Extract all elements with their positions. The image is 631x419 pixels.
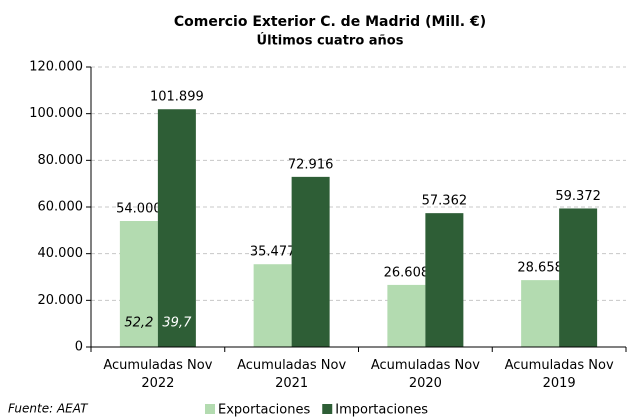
- x-tick-label: Acumuladas Nov 2020: [370, 358, 480, 391]
- data-label: 26.608: [384, 265, 430, 280]
- data-label: 72.916: [288, 157, 334, 172]
- annotation: 39,7: [162, 316, 192, 331]
- bar: [119, 221, 158, 347]
- annotation: 52,2: [124, 316, 153, 331]
- bar: [559, 208, 598, 347]
- y-tick-label: 0: [75, 340, 83, 355]
- bar: [521, 280, 560, 347]
- data-label: 54.000: [116, 202, 162, 217]
- y-tick-label: 120.000: [29, 60, 83, 75]
- source: Fuente: AEAT: [8, 402, 89, 416]
- legend-swatch: [205, 404, 215, 414]
- bar: [157, 109, 196, 348]
- y-tick-label: 40.000: [38, 246, 84, 261]
- data-label: 57.362: [422, 194, 468, 209]
- x-tick-label: Acumuladas Nov 2021: [237, 358, 347, 391]
- data-label: 101.899: [150, 90, 204, 105]
- y-tick-label: 80.000: [38, 153, 84, 168]
- legend-label: Importaciones: [335, 403, 428, 418]
- bar: [253, 264, 292, 347]
- y-tick-label: 20.000: [38, 293, 84, 308]
- legend-swatch: [322, 404, 333, 414]
- data-label: 35.477: [250, 245, 296, 260]
- data-label: 28.658: [517, 261, 563, 276]
- bar: [387, 284, 426, 347]
- bar: [425, 213, 464, 347]
- y-tick-label: 100.000: [29, 106, 83, 121]
- x-tick-label: Acumuladas Nov 2022: [103, 358, 213, 391]
- chart-subtitle: Últimos cuatro años: [257, 33, 404, 49]
- bar: [291, 176, 330, 347]
- data-label: 59.372: [555, 189, 601, 204]
- y-tick-label: 60.000: [38, 200, 84, 215]
- chart-title: Comercio Exterior C. de Madrid (Mill. €): [174, 14, 486, 30]
- legend-label: Exportaciones: [218, 403, 310, 418]
- x-tick-label: Acumuladas Nov 2019: [504, 358, 614, 391]
